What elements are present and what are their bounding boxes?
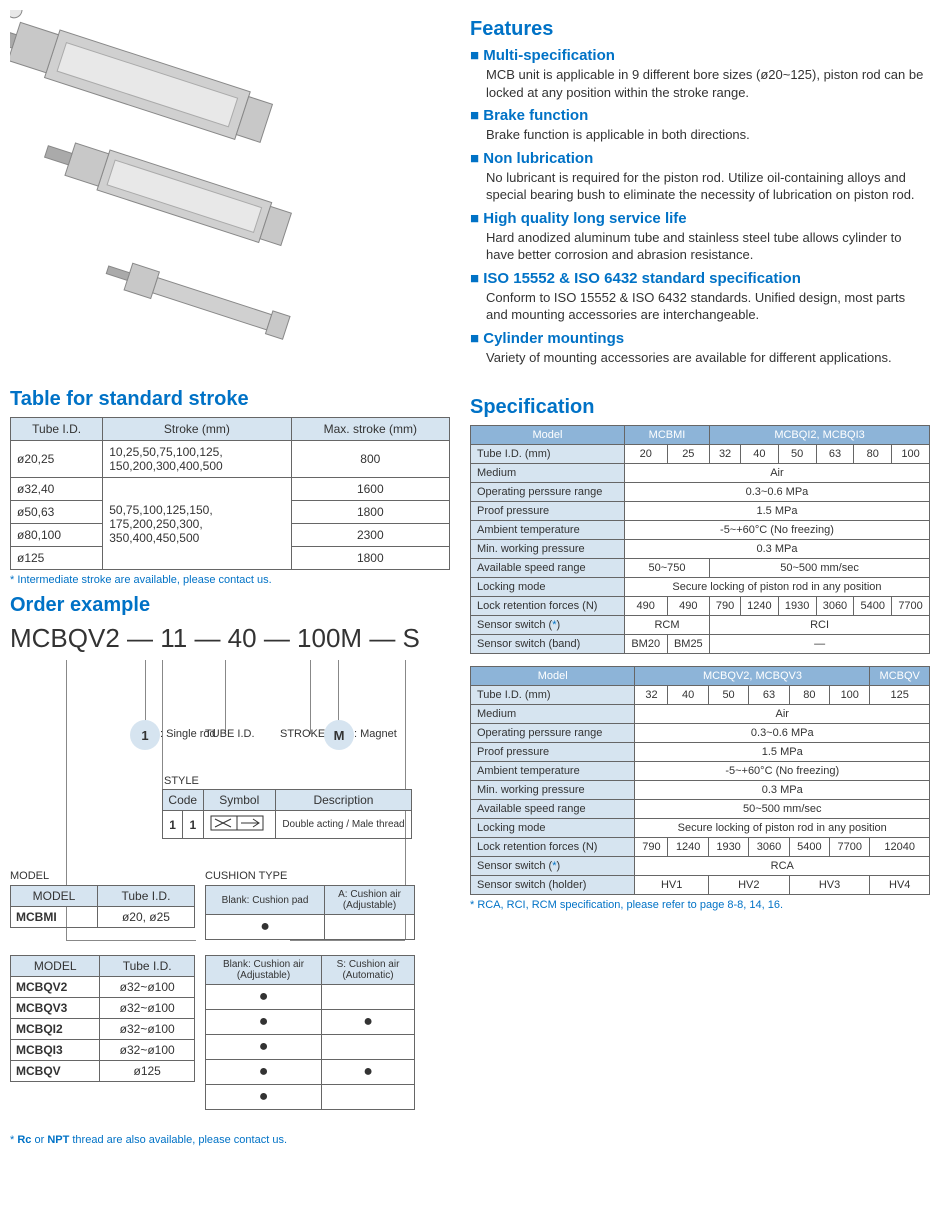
style-table: Code Symbol Description 1 1 Double actin… [162,789,412,839]
feature-body: MCB unit is applicable in 9 different bo… [486,66,930,101]
stroke-table-title: Table for standard stroke [10,388,450,411]
order-example-title: Order example [10,594,450,617]
model-table-title: MODEL [10,870,49,882]
stroke-table: Tube I.D. Stroke (mm) Max. stroke (mm) ø… [10,417,450,570]
stroke-footnote: * Intermediate stroke are available, ple… [10,574,450,586]
feature-title: Cylinder mountings [470,330,930,347]
callout-magnet: : Magnet [354,728,397,740]
style-table-title: STYLE [164,775,412,787]
callout-tube-id: TUBE I.D. [205,728,255,740]
callout-magnet-num: M [324,720,354,750]
model-table-2: MODELTube I.D. MCBQV2ø32~ø100 MCBQV3ø32~… [10,955,195,1082]
feature-body: Conform to ISO 15552 & ISO 6432 standard… [486,289,930,324]
order-code: MCBQV2 — 11 — 40 — 100M — S [10,623,450,654]
feature-title: Multi-specification [470,47,930,64]
feature-title: ISO 15552 & ISO 6432 standard specificat… [470,270,930,287]
feature-title: Brake function [470,107,930,124]
spec-footnote: * RCA, RCI, RCM specification, please re… [470,899,930,911]
callout-stroke: STROKE [280,728,325,740]
feature-body: Variety of mounting accessories are avai… [486,349,930,367]
features-title: Features [470,18,930,41]
model-table-1: MODELTube I.D. MCBMIø20, ø25 [10,885,195,928]
order-footnote: * Rc or NPT thread are also available, p… [10,1134,287,1146]
cushion-table-1: Blank: Cushion pad A: Cushion air (Adjus… [205,885,415,940]
product-image [10,10,390,380]
feature-body: No lubricant is required for the piston … [486,169,930,204]
order-diagram: 1 : Single rod TUBE I.D. STROKE M : Magn… [10,660,450,1220]
spec-title: Specification [470,396,930,419]
cushion-table-title: CUSHION TYPE [205,870,287,882]
feature-title: High quality long service life [470,210,930,227]
spec-table-1: ModelMCBMIMCBQI2, MCBQI3Tube I.D. (mm)20… [470,425,930,654]
pneumatic-symbol-icon [209,814,269,832]
callout-single-rod-num: 1 [130,720,160,750]
spec-table-2: ModelMCBQV2, MCBQV3MCBQVTube I.D. (mm)32… [470,666,930,895]
feature-body: Hard anodized aluminum tube and stainles… [486,229,930,264]
feature-body: Brake function is applicable in both dir… [486,126,930,144]
cushion-table-2: Blank: Cushion air (Adjustable) S: Cushi… [205,955,415,1110]
feature-title: Non lubrication [470,150,930,167]
